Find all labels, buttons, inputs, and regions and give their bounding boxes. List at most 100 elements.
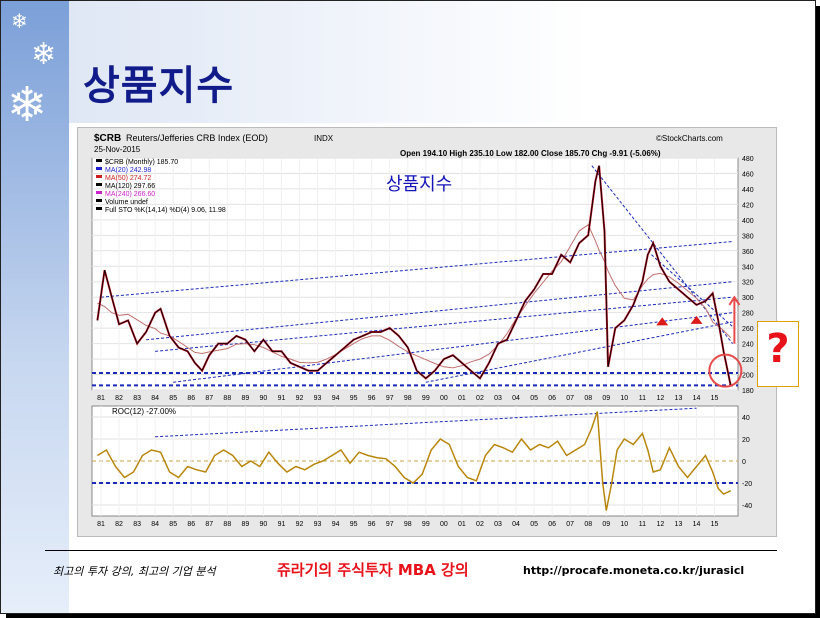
price-x-tick-label: 00 bbox=[440, 395, 448, 402]
legend-swatch bbox=[96, 159, 102, 162]
roc-grid bbox=[92, 406, 738, 516]
roc-x-tick-label: 89 bbox=[241, 521, 249, 528]
legend-swatch bbox=[96, 199, 102, 202]
price-x-tick-label: 89 bbox=[241, 395, 249, 402]
price-x-tick-label: 98 bbox=[404, 395, 412, 402]
roc-x-tick-label: 00 bbox=[440, 521, 448, 528]
roc-x-tick-label: 86 bbox=[187, 521, 195, 528]
price-x-tick-label: 83 bbox=[133, 395, 141, 402]
slide-title: 상품지수 bbox=[83, 63, 235, 109]
legend-swatch bbox=[96, 207, 102, 210]
roc-x-tick-label: 09 bbox=[602, 521, 610, 528]
trend-channel-line bbox=[100, 241, 733, 298]
red-marker-arrow bbox=[656, 317, 669, 326]
footer-url: http://procafe.moneta.co.kr/jurasicl bbox=[523, 564, 745, 577]
price-y-tick-label: 200 bbox=[742, 373, 754, 380]
roc-line bbox=[97, 411, 732, 511]
roc-x-tick-label: 03 bbox=[494, 521, 502, 528]
legend-label: MA(120) 297.66 bbox=[105, 183, 155, 190]
price-x-tick-label: 08 bbox=[584, 395, 592, 402]
chart-annotation: 상품지수 bbox=[386, 174, 452, 194]
price-x-tick-label: 95 bbox=[350, 395, 358, 402]
roc-y-tick-label: -40 bbox=[742, 503, 752, 510]
roc-x-tick-label: 87 bbox=[205, 521, 213, 528]
chart-symbol: $CRB bbox=[94, 133, 121, 144]
roc-x-tick-label: 91 bbox=[278, 521, 286, 528]
question-box: ? bbox=[757, 321, 799, 387]
legend-swatch bbox=[96, 191, 102, 194]
roc-series bbox=[97, 411, 732, 511]
crb-price-bars bbox=[97, 165, 732, 387]
roc-x-tick-label: 88 bbox=[223, 521, 231, 528]
left-decor-bar: ❄ ❄ ❄ bbox=[1, 1, 69, 613]
trend-channel-line bbox=[173, 312, 733, 383]
chart-date: 25-Nov-2015 bbox=[94, 145, 141, 154]
price-x-tick-label: 86 bbox=[187, 395, 195, 402]
legend-label: $CRB (Monthly) 185.70 bbox=[105, 159, 178, 166]
roc-y-tick-label: 40 bbox=[742, 415, 750, 422]
price-x-tick-label: 09 bbox=[602, 395, 610, 402]
trend-channel-line bbox=[155, 296, 733, 352]
price-x-tick-label: 02 bbox=[476, 395, 484, 402]
price-y-tick-label: 180 bbox=[742, 388, 754, 395]
price-x-tick-label: 92 bbox=[296, 395, 304, 402]
price-x-tick-label: 12 bbox=[657, 395, 665, 402]
trend-channel-line bbox=[425, 321, 733, 383]
roc-x-tick-label: 90 bbox=[260, 521, 268, 528]
roc-x-tick-label: 92 bbox=[296, 521, 304, 528]
roc-x-tick-label: 98 bbox=[404, 521, 412, 528]
price-x-tick-label: 05 bbox=[530, 395, 538, 402]
roc-x-tick-label: 93 bbox=[314, 521, 322, 528]
title-band bbox=[69, 1, 815, 123]
roc-x-tick-label: 95 bbox=[350, 521, 358, 528]
roc-x-tick-label: 11 bbox=[639, 521, 646, 528]
roc-label: ROC(12) -27.00% bbox=[112, 407, 176, 416]
legend-swatch bbox=[96, 167, 102, 170]
roc-x-tick-label: 08 bbox=[584, 521, 592, 528]
price-y-tick-label: 240 bbox=[742, 342, 754, 349]
roc-x-tick-label: 02 bbox=[476, 521, 484, 528]
question-mark: ? bbox=[766, 326, 790, 372]
roc-x-tick-label: 13 bbox=[675, 521, 683, 528]
price-x-tick-label: 13 bbox=[675, 395, 683, 402]
roc-x-tick-label: 94 bbox=[332, 521, 340, 528]
roc-x-tick-label: 97 bbox=[386, 521, 394, 528]
roc-x-tick-label: 83 bbox=[133, 521, 141, 528]
roc-x-tick-label: 81 bbox=[97, 521, 105, 528]
price-x-tick-label: 14 bbox=[693, 395, 701, 402]
trend-channels bbox=[92, 165, 738, 484]
legend-label: MA(20) 242.98 bbox=[105, 167, 151, 174]
legend-label: Full STO %K(14,14) %D(4) 9.06, 11.98 bbox=[105, 207, 226, 214]
price-y-tick-label: 360 bbox=[742, 249, 754, 256]
roc-x-tick-label: 15 bbox=[711, 521, 719, 528]
legend-swatch bbox=[96, 175, 102, 178]
legend-label: MA(240) 266.60 bbox=[105, 191, 155, 198]
roc-y-tick-label: -20 bbox=[742, 481, 752, 488]
roc-x-tick-label: 14 bbox=[693, 521, 701, 528]
red-marker-arrow bbox=[690, 315, 703, 324]
price-x-tick-label: 99 bbox=[422, 395, 430, 402]
price-x-tick-label: 97 bbox=[386, 395, 394, 402]
footer-divider bbox=[45, 550, 777, 551]
roc-y-tick-label: 0 bbox=[742, 459, 746, 466]
price-y-tick-label: 480 bbox=[742, 156, 754, 163]
price-x-tick-label: 96 bbox=[368, 395, 376, 402]
price-x-tick-label: 04 bbox=[512, 395, 520, 402]
price-y-tick-label: 260 bbox=[742, 326, 754, 333]
roc-x-tick-label: 06 bbox=[548, 521, 556, 528]
chart-exchange: INDX bbox=[314, 134, 334, 143]
trend-channel-line bbox=[651, 254, 733, 327]
price-y-tick-label: 320 bbox=[742, 280, 754, 287]
roc-x-tick-label: 85 bbox=[169, 521, 177, 528]
roc-x-tick-label: 07 bbox=[566, 521, 574, 528]
price-y-tick-label: 400 bbox=[742, 218, 754, 225]
price-x-tick-label: 10 bbox=[620, 395, 628, 402]
price-x-tick-label: 06 bbox=[548, 395, 556, 402]
legend-label: Volume undef bbox=[105, 199, 148, 206]
red-up-arrow bbox=[728, 295, 741, 344]
price-y-tick-label: 460 bbox=[742, 171, 754, 178]
price-x-tick-label: 01 bbox=[458, 395, 466, 402]
price-y-tick-label: 380 bbox=[742, 233, 754, 240]
crb-chart: 1802002202402602803003203403603804004204… bbox=[91, 133, 754, 528]
price-x-tick-label: 90 bbox=[260, 395, 268, 402]
